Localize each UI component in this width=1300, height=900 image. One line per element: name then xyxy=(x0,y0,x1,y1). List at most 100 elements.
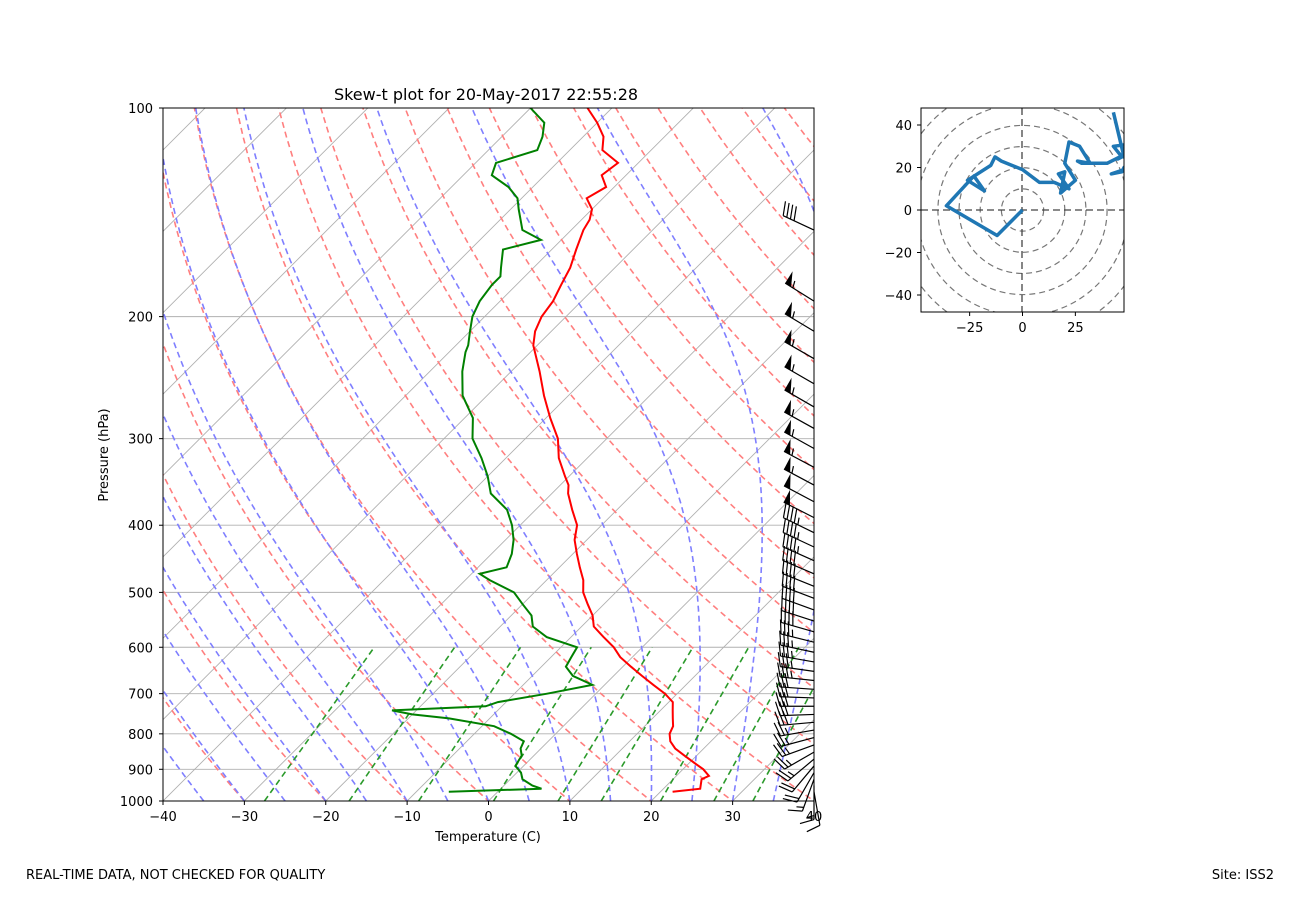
isotherm-line xyxy=(244,230,814,801)
wind-barb xyxy=(775,758,815,782)
mixing-ratio-line xyxy=(417,646,522,801)
x-tick-label: 30 xyxy=(724,810,741,825)
wind-barb xyxy=(783,489,815,519)
wind-barb xyxy=(779,630,815,653)
dry-adiabat xyxy=(573,108,814,417)
skewt-x-label: Temperature (C) xyxy=(434,830,541,845)
dry-adiabat xyxy=(657,108,814,310)
wind-barb xyxy=(778,765,815,793)
moist-adiabat xyxy=(163,153,490,801)
wind-barb xyxy=(782,518,815,548)
dry-adiabat xyxy=(869,108,1300,816)
dry-adiabat xyxy=(530,108,814,471)
hodo-y-tick-label: 40 xyxy=(895,119,912,134)
isotherm-line xyxy=(650,637,814,801)
y-tick-label: 200 xyxy=(128,311,153,326)
wind-barb xyxy=(773,732,815,747)
wind-barb xyxy=(783,473,815,503)
wind-barb xyxy=(783,439,815,468)
dewpoint-line xyxy=(391,108,596,793)
wind-barb xyxy=(784,377,815,408)
x-tick-label: 10 xyxy=(562,810,579,825)
isotherm-lines xyxy=(163,108,814,801)
mixing-ratio-line xyxy=(557,646,653,801)
wind-barb xyxy=(782,532,815,562)
dry-adiabat xyxy=(911,108,1300,816)
wind-barb xyxy=(773,751,815,770)
x-tick-label: 40 xyxy=(806,810,823,825)
wind-barb xyxy=(784,329,815,360)
mixing-ratio-line xyxy=(348,646,456,801)
hodo-x-tick-label: 0 xyxy=(1018,321,1026,336)
wind-barb xyxy=(784,301,815,332)
wind-barb xyxy=(784,271,815,302)
moist-adiabat xyxy=(471,108,701,801)
wind-barb xyxy=(777,652,815,672)
isotherm-line xyxy=(163,108,450,395)
y-tick-label: 400 xyxy=(128,519,153,534)
hodo-x-tick-label: 25 xyxy=(1067,321,1084,336)
isotherm-line xyxy=(163,108,369,314)
dry-adiabat xyxy=(741,108,814,203)
moist-adiabat xyxy=(163,412,408,801)
moist-adiabat xyxy=(163,745,205,801)
wind-barb xyxy=(778,641,815,663)
x-tick-label: −40 xyxy=(149,810,176,825)
isotherm-line xyxy=(163,108,613,558)
site-label: Site: ISS2 xyxy=(1211,868,1274,883)
isotherm-line xyxy=(406,393,814,801)
moist-adiabat xyxy=(243,108,571,801)
skewt-y-ticks: 1000 900 800 700 600 500 400 300 200 100 xyxy=(120,102,163,810)
isotherm-line xyxy=(163,108,694,639)
wind-barb xyxy=(775,682,815,699)
skewt-axes: Skew-t plot for 20-May-2017 22:55:28 −40… xyxy=(97,85,1300,845)
moist-adiabat xyxy=(163,308,449,801)
y-tick-label: 100 xyxy=(128,102,153,117)
mixing-ratio-lines xyxy=(263,646,814,801)
moist-adiabat xyxy=(163,629,286,801)
isotherm-line xyxy=(325,312,814,801)
wind-barb xyxy=(783,399,815,429)
quality-disclaimer: REAL-TIME DATA, NOT CHECKED FOR QUALITY xyxy=(26,868,326,883)
x-tick-label: 0 xyxy=(484,810,492,825)
hodograph-plot-area xyxy=(921,108,1124,312)
y-tick-label: 900 xyxy=(128,763,153,778)
wind-barb xyxy=(783,419,815,450)
moist-adiabat xyxy=(163,688,246,801)
dry-adiabat xyxy=(277,108,814,801)
wind-barb xyxy=(773,743,815,758)
y-tick-label: 500 xyxy=(128,586,153,601)
wind-barb xyxy=(782,503,815,534)
wind-barb xyxy=(806,791,821,833)
wind-barb xyxy=(774,701,815,717)
wind-barb xyxy=(784,354,815,385)
y-tick-label: 1000 xyxy=(120,795,153,810)
hodo-y-tick-label: −40 xyxy=(885,289,912,304)
skewt-plot-area xyxy=(163,108,1300,816)
dry-adiabat xyxy=(163,341,490,801)
dry-adiabat xyxy=(362,108,814,689)
dry-adiabat xyxy=(404,108,814,634)
x-tick-label: −10 xyxy=(393,810,420,825)
dry-adiabat xyxy=(783,108,814,148)
dry-adiabat xyxy=(163,168,572,801)
y-tick-label: 600 xyxy=(128,641,153,656)
hodograph-axes: −25 0 25 −40 −20 0 20 40 xyxy=(885,107,1125,336)
x-tick-label: −20 xyxy=(312,810,339,825)
moist-adiabat xyxy=(302,108,612,801)
isotherm-line xyxy=(163,108,287,233)
wind-barb xyxy=(774,710,815,726)
hodo-y-tick-label: 0 xyxy=(904,204,912,219)
hodograph-trace xyxy=(944,111,1124,238)
y-tick-label: 300 xyxy=(128,433,153,448)
hodo-x-tick-label: −25 xyxy=(956,321,983,336)
dry-adiabat xyxy=(163,696,246,801)
moist-adiabat xyxy=(194,108,530,801)
hodograph-x-ticks: −25 0 25 xyxy=(956,312,1084,336)
wind-barbs xyxy=(773,201,821,833)
hodo-y-tick-label: 20 xyxy=(895,162,912,177)
x-tick-label: −30 xyxy=(231,810,258,825)
wind-barb xyxy=(787,778,815,812)
isobar-gridlines xyxy=(163,108,814,801)
